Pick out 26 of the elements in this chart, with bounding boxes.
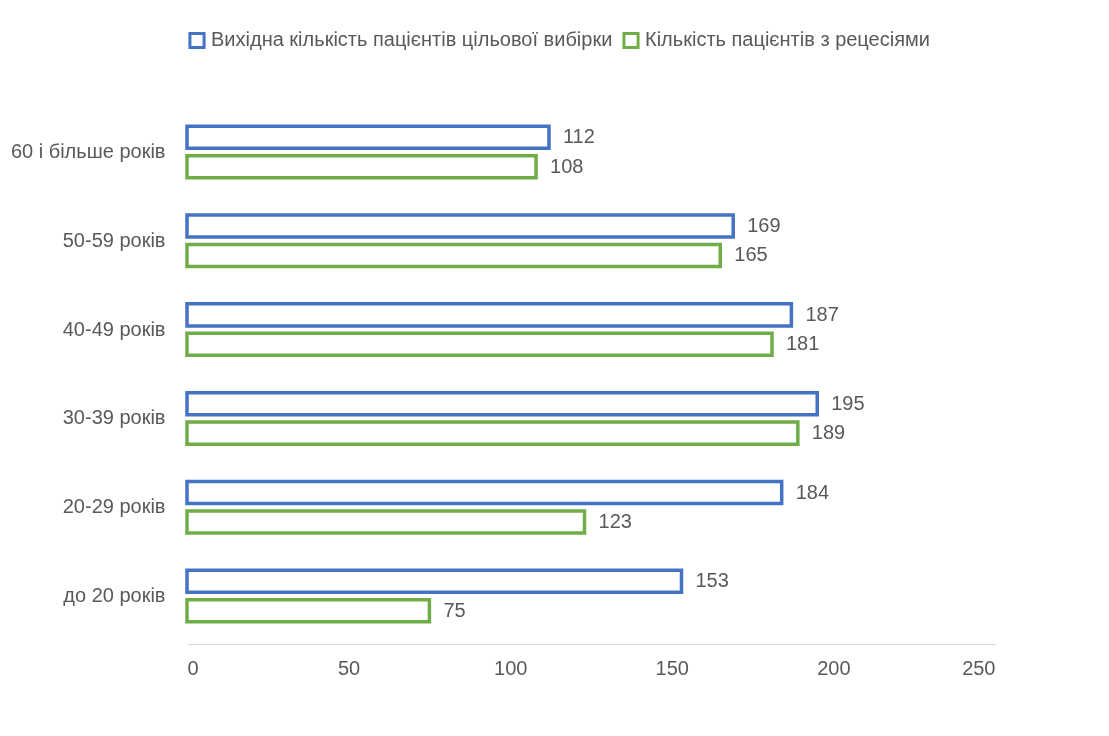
y-tick-label: 20-29 років (62, 495, 166, 518)
data-label: 108 (550, 154, 584, 177)
data-label: 165 (734, 243, 768, 266)
legend-label: Вихідна кількість пацієнтів цільової вибірки (211, 28, 613, 51)
x-tick-label: 250 (962, 656, 996, 679)
data-label: 189 (811, 421, 846, 444)
data-label: 187 (805, 302, 839, 325)
x-tick-label: 150 (655, 656, 689, 679)
x-tick-label: 100 (494, 656, 528, 679)
x-tick-label: 50 (337, 656, 361, 679)
x-tick-label: 0 (187, 656, 199, 679)
data-label: 169 (747, 214, 781, 237)
data-label: 75 (443, 598, 466, 621)
data-label: 184 (795, 480, 830, 503)
y-tick-label: 50-59 років (62, 228, 166, 251)
y-tick-label: 60 і більше років (10, 139, 166, 162)
data-label: 195 (831, 391, 865, 414)
data-label: 112 (562, 125, 595, 148)
data-label: 181 (785, 332, 820, 355)
legend-label: Кількість пацієнтів з рецесіями (645, 28, 930, 51)
data-label: 123 (598, 509, 632, 532)
x-tick-label: 200 (817, 656, 851, 679)
y-tick-label: 40-49 років (62, 317, 166, 340)
y-tick-label: до 20 років (63, 584, 166, 607)
data-label: 153 (695, 569, 729, 592)
y-tick-label: 30-39 років (62, 406, 166, 429)
